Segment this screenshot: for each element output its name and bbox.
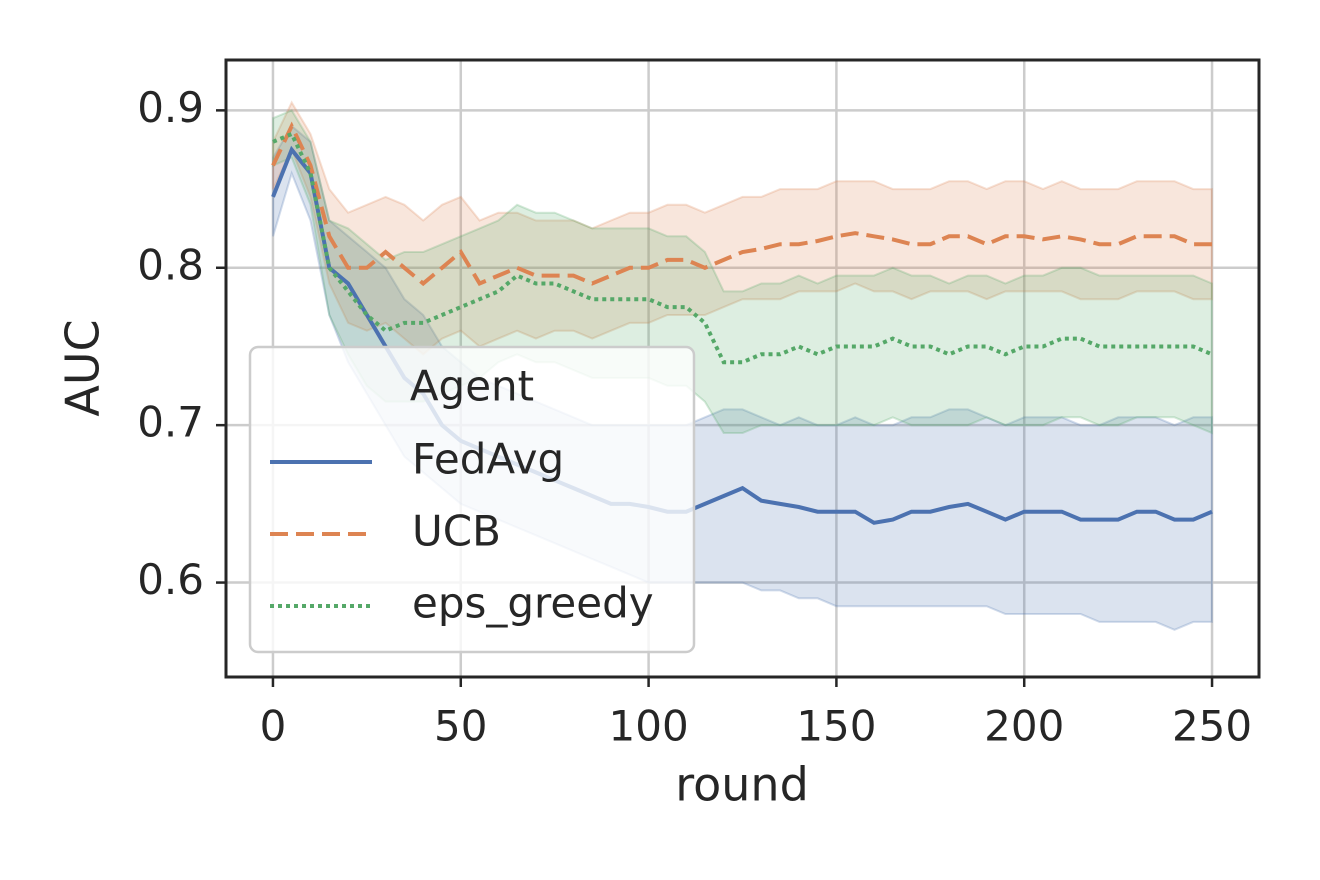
series-line: [271, 121, 1212, 287]
y-tick-label: 0.9: [137, 83, 204, 132]
series-line: [272, 131, 1213, 365]
y-tick-label: 0.6: [137, 555, 204, 604]
x-axis-label: round: [675, 758, 809, 812]
confidence-band: [272, 100, 1213, 356]
legend-label: FedAvg: [412, 435, 564, 484]
y-axis-label: AUC: [56, 319, 110, 416]
x-tick-label: 250: [1172, 702, 1252, 751]
legend-title: Agent: [410, 362, 534, 411]
x-tick-label: 100: [609, 702, 689, 751]
y-tick-label: 0.7: [137, 398, 204, 447]
x-tick-label: 200: [984, 702, 1064, 751]
legend-label: eps_greedy: [412, 579, 654, 628]
x-tick-label: 150: [796, 702, 876, 751]
legend-box: [248, 345, 696, 654]
x-tick-label: 50: [434, 702, 487, 751]
x-tick-label: 0: [260, 702, 287, 751]
plot-frame: [224, 58, 1261, 679]
y-tick-label: 0.8: [137, 240, 204, 289]
legend-label: UCB: [412, 507, 501, 556]
